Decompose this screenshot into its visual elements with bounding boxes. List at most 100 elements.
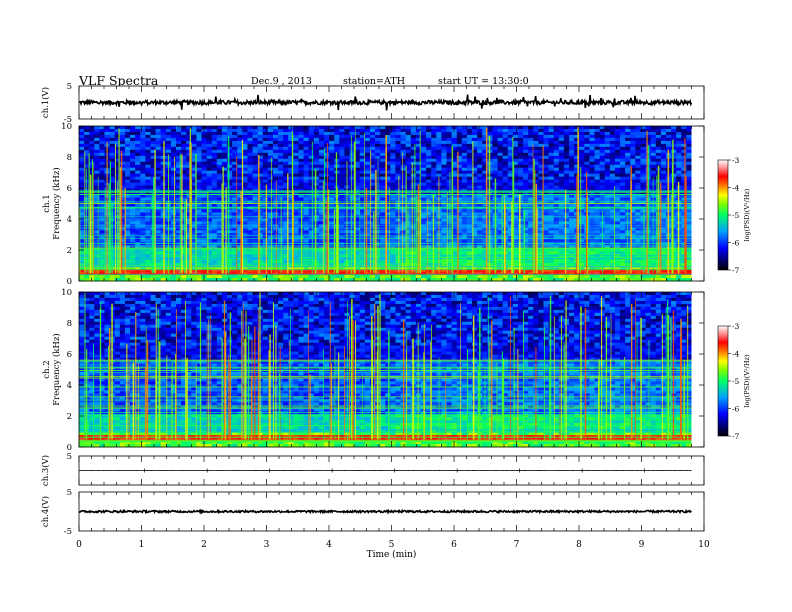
spectrogram-cell — [574, 137, 580, 142]
spectrogram-cell — [599, 191, 606, 195]
spectrogram-cell — [272, 152, 279, 157]
spectrogram-cell — [599, 170, 606, 175]
spectrogram-cell — [625, 176, 631, 181]
spectrogram-cell — [635, 197, 641, 201]
spectrogram-cell — [451, 158, 458, 163]
spectrogram-cell — [324, 176, 330, 181]
spectrogram-cell — [599, 176, 606, 181]
spectrogram-cell — [227, 170, 233, 175]
spectrogram-cell — [267, 155, 274, 160]
spectrogram-cell — [604, 185, 611, 189]
spectrogram-cell — [584, 143, 590, 148]
spectrogram-cell — [288, 146, 294, 151]
spectrogram-cell — [517, 161, 524, 166]
spectrogram-cell — [99, 140, 105, 145]
spectrogram-cell — [186, 191, 192, 195]
spectrogram-cell — [609, 134, 616, 139]
spectrogram-cell — [456, 140, 463, 145]
spectrogram-cell — [456, 185, 463, 189]
spectrogram-cell — [283, 209, 289, 213]
spectrogram-cell — [349, 203, 356, 207]
spectrogram-cell — [385, 185, 391, 189]
spectrogram-cell — [604, 146, 611, 151]
spectrogram-cell — [538, 194, 544, 198]
spectrogram-cell — [359, 152, 366, 157]
spectrogram-cell — [686, 194, 692, 198]
spectrogram-cell — [466, 149, 473, 154]
spectrogram-cell — [650, 167, 657, 172]
spectrogram-cell — [155, 245, 162, 249]
spectrogram-cell — [681, 158, 687, 163]
spectrogram-cell — [395, 203, 401, 207]
spectrogram-cell — [221, 152, 228, 157]
spectrogram-cell — [221, 221, 228, 225]
spectrogram-cell — [650, 146, 657, 151]
spectrogram-cell — [303, 218, 310, 222]
spectrogram-cell — [620, 161, 626, 166]
spectrogram-cell — [620, 143, 626, 148]
spectrogram-cell — [283, 191, 289, 195]
spectrogram-cell — [441, 143, 447, 148]
spectrogram-cell — [390, 140, 396, 145]
spectrogram-cell — [288, 126, 294, 130]
spectrogram-cell — [344, 137, 350, 142]
spectrogram-cell — [221, 179, 228, 184]
spectrogram-cell — [124, 126, 131, 130]
spectrogram-cell — [196, 143, 202, 148]
spectrogram-cell — [528, 191, 534, 195]
spectrogram-cell — [420, 155, 427, 160]
spectrogram-cell — [130, 218, 136, 222]
spectrogram-cell — [451, 155, 458, 160]
spectrogram-cell — [497, 188, 504, 192]
spectrogram-cell — [563, 179, 570, 184]
spectrogram-cell — [79, 185, 85, 189]
spectrogram-cell — [318, 152, 325, 157]
spectrogram-cell — [308, 179, 315, 184]
spectrogram-cell — [569, 194, 575, 198]
spectrogram-cell — [558, 158, 565, 163]
spectrogram-cell — [175, 158, 182, 163]
spectrogram-cell — [507, 146, 514, 151]
spectrogram-cell — [543, 227, 549, 231]
spectrogram-cell — [252, 170, 259, 175]
spectrogram-cell — [609, 179, 616, 184]
spectrogram-cell — [79, 134, 85, 139]
spectrogram-cell — [446, 176, 452, 181]
spectrogram-cell — [630, 152, 636, 157]
spectrogram-cell — [415, 126, 422, 130]
spectrogram-cell — [303, 179, 310, 184]
spectrogram-cell — [420, 134, 427, 139]
spectrogram-cell — [221, 128, 228, 133]
spectrogram-cell — [507, 191, 514, 195]
spectrogram-cell — [420, 233, 427, 237]
spectrogram-cell — [145, 158, 151, 163]
spectrogram-cell — [548, 170, 555, 175]
spectrogram-cell — [584, 140, 590, 145]
y-axis-label: ch.1(V) — [40, 87, 51, 118]
spectrogram-cell — [609, 176, 616, 181]
spectrogram-cell — [272, 221, 279, 225]
spectrogram-cell — [369, 182, 376, 187]
spectrogram-cell — [609, 131, 616, 136]
spectrogram-cell — [630, 137, 636, 142]
spectrogram-cell — [410, 146, 417, 151]
spectrogram-cell — [451, 239, 458, 243]
spectrogram-cell — [609, 212, 616, 216]
spectrogram-cell — [681, 203, 687, 207]
spectrogram-cell — [135, 170, 141, 175]
spectrogram-cell — [267, 143, 274, 148]
spectrogram-cell — [359, 185, 366, 189]
spectrogram-cell — [517, 158, 524, 163]
spectrogram-cell — [155, 140, 162, 145]
spectrogram-cell — [420, 179, 427, 184]
spectrogram-cell — [456, 191, 463, 195]
spectrogram-cell — [130, 179, 136, 184]
spectrogram-cell — [451, 185, 458, 189]
spectrogram-cell — [216, 239, 223, 243]
spectrogram-cell — [604, 221, 611, 225]
spectrogram-cell — [400, 230, 407, 234]
spectrogram-cell — [461, 164, 468, 169]
spectrogram-cell — [548, 143, 555, 148]
spectrogram-cell — [523, 167, 529, 172]
spectrogram-cell — [446, 128, 452, 133]
